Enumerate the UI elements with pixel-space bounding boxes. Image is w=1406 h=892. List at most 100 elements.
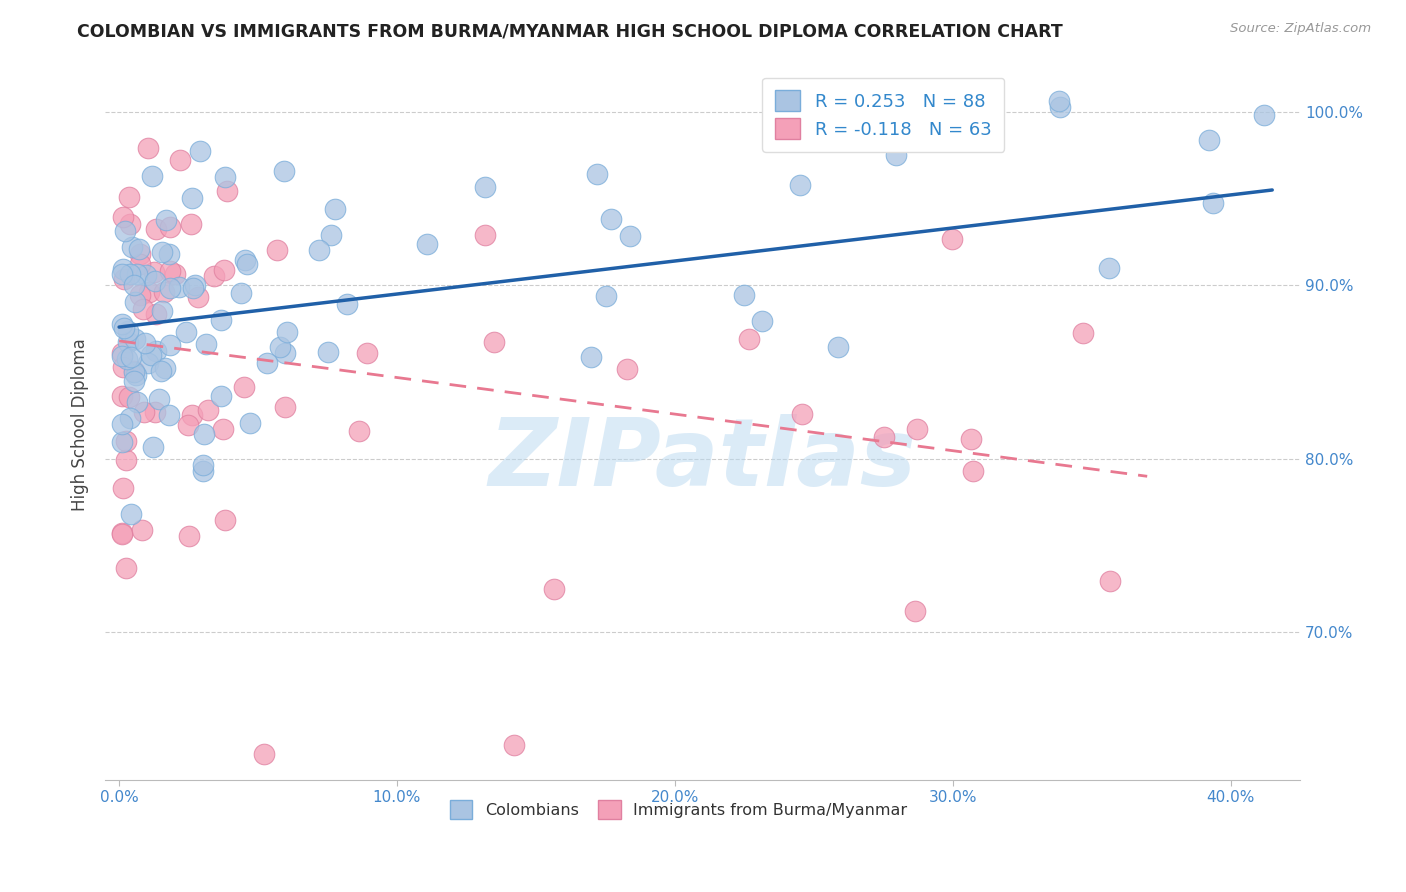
Point — [112, 210, 135, 224]
Point — [416, 236, 439, 251]
Point — [474, 227, 496, 242]
Point — [308, 243, 330, 257]
Point — [789, 178, 811, 192]
Point — [159, 220, 181, 235]
Point — [134, 335, 156, 350]
Point — [134, 405, 156, 419]
Point — [111, 317, 134, 331]
Point — [214, 169, 236, 184]
Point — [236, 257, 259, 271]
Point — [873, 429, 896, 443]
Point — [579, 350, 602, 364]
Point — [191, 458, 214, 473]
Point — [157, 247, 180, 261]
Point — [141, 169, 163, 183]
Point — [269, 340, 291, 354]
Point — [111, 526, 134, 541]
Point — [159, 281, 181, 295]
Point — [115, 452, 138, 467]
Point — [136, 356, 159, 370]
Point — [122, 374, 145, 388]
Point — [112, 271, 135, 285]
Point — [181, 281, 204, 295]
Point — [136, 140, 159, 154]
Point — [150, 303, 173, 318]
Point — [336, 296, 359, 310]
Point — [139, 348, 162, 362]
Point — [177, 417, 200, 432]
Point — [180, 217, 202, 231]
Point — [111, 417, 134, 432]
Point — [131, 301, 153, 316]
Point — [114, 561, 136, 575]
Point — [145, 343, 167, 358]
Point — [1098, 574, 1121, 588]
Point — [239, 416, 262, 430]
Point — [217, 185, 239, 199]
Point — [356, 346, 378, 360]
Point — [120, 217, 142, 231]
Point — [114, 224, 136, 238]
Point — [586, 167, 609, 181]
Point — [114, 434, 136, 448]
Point — [233, 253, 256, 268]
Point — [138, 285, 160, 299]
Point — [152, 285, 174, 299]
Point — [169, 280, 191, 294]
Point — [600, 212, 623, 227]
Point — [152, 244, 174, 259]
Point — [273, 401, 295, 415]
Point — [159, 338, 181, 352]
Point — [195, 336, 218, 351]
Point — [323, 202, 346, 216]
Point — [112, 482, 135, 496]
Point — [960, 432, 983, 446]
Point — [122, 365, 145, 379]
Point — [148, 392, 170, 407]
Point — [751, 314, 773, 328]
Point — [884, 148, 907, 162]
Point — [118, 411, 141, 425]
Point — [180, 191, 202, 205]
Point — [159, 263, 181, 277]
Point — [111, 349, 134, 363]
Point — [229, 285, 252, 300]
Point — [595, 289, 617, 303]
Point — [125, 368, 148, 383]
Point — [905, 422, 928, 436]
Point — [163, 267, 186, 281]
Point — [142, 440, 165, 454]
Point — [169, 153, 191, 168]
Point — [179, 529, 201, 543]
Point — [318, 345, 340, 359]
Point — [619, 228, 641, 243]
Point — [738, 332, 761, 346]
Point — [174, 326, 197, 340]
Text: ZIPatlas: ZIPatlas — [488, 414, 917, 506]
Point — [118, 390, 141, 404]
Point — [122, 278, 145, 293]
Point — [117, 335, 139, 350]
Point — [143, 274, 166, 288]
Point — [142, 265, 165, 279]
Point — [131, 524, 153, 538]
Point — [145, 222, 167, 236]
Point — [117, 324, 139, 338]
Point — [266, 244, 288, 258]
Point — [232, 380, 254, 394]
Point — [212, 263, 235, 277]
Point — [124, 364, 146, 378]
Point — [112, 320, 135, 334]
Point — [111, 346, 134, 360]
Point — [111, 527, 134, 541]
Point — [129, 288, 152, 302]
Point — [252, 747, 274, 761]
Point — [214, 513, 236, 527]
Point — [145, 405, 167, 419]
Point — [616, 362, 638, 376]
Point — [273, 163, 295, 178]
Point — [118, 189, 141, 203]
Point — [321, 227, 343, 242]
Point — [121, 240, 143, 254]
Point — [188, 145, 211, 159]
